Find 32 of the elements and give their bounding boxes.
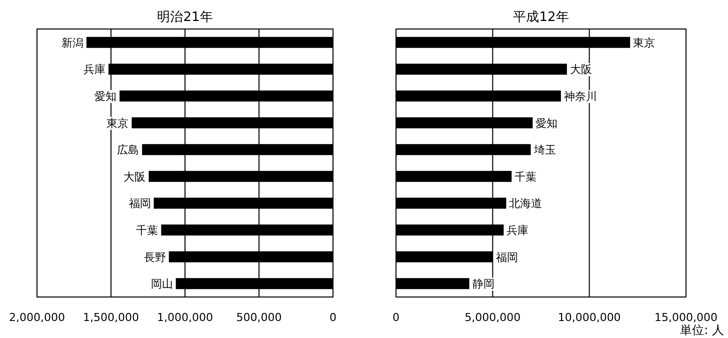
x-tick-label: 5,000,000 (464, 311, 521, 324)
chart-title: 平成12年 (513, 10, 569, 25)
chart-title: 明治21年 (157, 10, 213, 25)
y-tick-label: 新潟 (61, 36, 84, 50)
y-tick-label: 兵庫 (506, 224, 529, 237)
text: 単位: 人 (680, 323, 724, 337)
y-tick-label: 岡山 (150, 278, 173, 291)
y-tick-label: 大阪 (124, 170, 146, 184)
x-tick-label: 0 (330, 311, 336, 324)
x-tick-label: 10,000,000 (558, 311, 621, 324)
y-tick-label: 北海道 (509, 197, 542, 210)
x-tick-label: 500,000 (236, 311, 282, 324)
y-tick-label: 大阪 (570, 63, 592, 76)
y-tick-label: 広島 (117, 144, 140, 157)
x-tick-label: 0 (392, 311, 400, 324)
x-tick-label: 1,000,000 (157, 311, 213, 324)
y-tick-label: 静岡 (472, 278, 494, 291)
x-tick-label: 2,000,000 (9, 311, 65, 324)
y-tick-label: 東京 (106, 116, 129, 130)
y-tick-label: 千葉 (514, 170, 537, 184)
y-tick-label: 東京 (633, 36, 656, 50)
x-tick-label: 1,500,000 (83, 311, 139, 324)
y-tick-label: 愛知 (536, 116, 558, 130)
y-tick-label: 福岡 (128, 197, 151, 210)
y-tick-label: 千葉 (136, 224, 158, 237)
y-tick-label: 福岡 (496, 250, 518, 264)
y-tick-label: 神奈川 (564, 90, 597, 103)
y-tick-label: 長野 (144, 250, 166, 264)
y-tick-label: 埼玉 (532, 144, 556, 157)
y-tick-label: 愛知 (94, 90, 117, 103)
y-tick-label: 兵庫 (83, 63, 106, 76)
x-tick-label: 15,000,000 (654, 311, 718, 324)
